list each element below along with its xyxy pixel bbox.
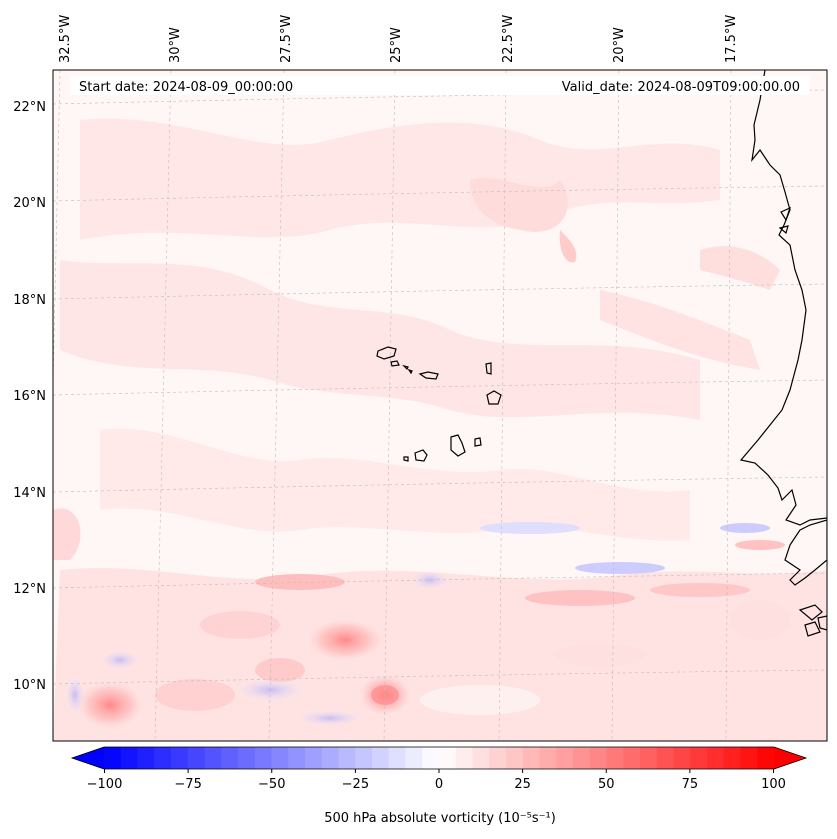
colorbar-segment bbox=[573, 747, 591, 769]
colorbar-segment bbox=[288, 747, 306, 769]
colorbar-tick-label: 0 bbox=[435, 777, 443, 792]
lat-label: 16°N bbox=[13, 389, 46, 404]
colorbar-segment bbox=[439, 747, 457, 769]
colorbar-segment bbox=[372, 747, 390, 769]
colorbar-segment bbox=[388, 747, 407, 769]
colorbar-segment bbox=[171, 747, 189, 769]
map-frame bbox=[52, 69, 828, 742]
lon-label: 22.5°W bbox=[501, 15, 516, 63]
colorbar-extend-min bbox=[72, 747, 104, 769]
colorbar-extend-max bbox=[774, 747, 806, 769]
colorbar-segment bbox=[305, 747, 323, 769]
lon-label: 27.5°W bbox=[279, 15, 294, 63]
colorbar-label: 500 hPa absolute vorticity (10⁻⁵s⁻¹) bbox=[324, 811, 556, 826]
colorbar-segment bbox=[254, 747, 273, 769]
colorbar-segment bbox=[623, 747, 641, 769]
colorbar-segment bbox=[204, 747, 222, 769]
colorbar-segment bbox=[589, 747, 608, 769]
colorbar-segment bbox=[455, 747, 474, 769]
colorbar-segment bbox=[640, 747, 658, 769]
colorbar-segment bbox=[539, 747, 557, 769]
colorbar bbox=[70, 746, 808, 770]
lon-label: 32.5°W bbox=[58, 15, 73, 63]
colorbar-segment bbox=[120, 747, 139, 769]
colorbar-segment bbox=[422, 747, 440, 769]
colorbar-segment bbox=[707, 747, 725, 769]
colorbar-tick-label: 50 bbox=[598, 777, 615, 792]
colorbar-segment bbox=[740, 747, 758, 769]
colorbar-tick-label: −100 bbox=[87, 777, 123, 792]
colorbar-ticks: −100 −75 −50 −25 0 25 50 75 100 bbox=[87, 769, 786, 792]
colorbar-segment bbox=[506, 747, 524, 769]
colorbar-segment bbox=[104, 747, 122, 769]
african-coastline bbox=[739, 70, 827, 637]
colorbar-segment bbox=[355, 747, 373, 769]
valid-date-label: Valid_date: 2024-08-09T09:00:00.00 bbox=[562, 80, 800, 95]
map-panel bbox=[53, 70, 827, 741]
colorbar-tick-label: 75 bbox=[682, 777, 699, 792]
colorbar-segment bbox=[271, 747, 289, 769]
lat-label: 12°N bbox=[13, 582, 46, 597]
colorbar-segment bbox=[656, 747, 675, 769]
colorbar-segment bbox=[154, 747, 172, 769]
lat-label: 22°N bbox=[13, 100, 46, 115]
colorbar-segment bbox=[690, 747, 708, 769]
colorbar-segment bbox=[221, 747, 239, 769]
colorbar-segment bbox=[757, 747, 775, 769]
colorbar-segment bbox=[673, 747, 691, 769]
date-header-background bbox=[70, 76, 810, 95]
lat-label: 20°N bbox=[13, 196, 46, 211]
colorbar-segment bbox=[238, 747, 256, 769]
cape-verde-islands bbox=[376, 346, 502, 462]
colorbar-tick-label: 25 bbox=[514, 777, 531, 792]
colorbar-segment bbox=[723, 747, 742, 769]
lon-label: 30°W bbox=[168, 27, 183, 63]
graticule bbox=[53, 70, 827, 741]
latitude-labels: 22°N 20°N 18°N 16°N 14°N 12°N 10°N bbox=[13, 100, 46, 693]
lat-label: 10°N bbox=[13, 678, 46, 693]
colorbar-tick-label: −50 bbox=[258, 777, 285, 792]
colorbar-tick-label: 100 bbox=[761, 777, 786, 792]
vorticity-field bbox=[53, 118, 827, 741]
colorbar-tick-label: −75 bbox=[174, 777, 201, 792]
colorbar-segment bbox=[321, 747, 340, 769]
lon-label: 17.5°W bbox=[724, 15, 739, 63]
colorbar-segment bbox=[405, 747, 423, 769]
colorbar-segment bbox=[606, 747, 624, 769]
longitude-labels: 32.5°W 30°W 27.5°W 25°W 22.5°W 20°W 17.5… bbox=[58, 15, 739, 63]
colorbar-segment bbox=[338, 747, 356, 769]
colorbar-tick-label: −25 bbox=[342, 777, 369, 792]
colorbar-segment bbox=[522, 747, 541, 769]
colorbar-segment bbox=[137, 747, 155, 769]
colorbar-segment bbox=[556, 747, 574, 769]
lon-label: 25°W bbox=[389, 27, 404, 63]
lon-label: 20°W bbox=[612, 27, 627, 63]
colorbar-segment bbox=[187, 747, 206, 769]
start-date-label: Start date: 2024-08-09_00:00:00 bbox=[79, 80, 293, 95]
lat-label: 18°N bbox=[13, 293, 46, 308]
colorbar-segment bbox=[489, 747, 507, 769]
lat-label: 14°N bbox=[13, 486, 46, 501]
colorbar-segment bbox=[472, 747, 490, 769]
